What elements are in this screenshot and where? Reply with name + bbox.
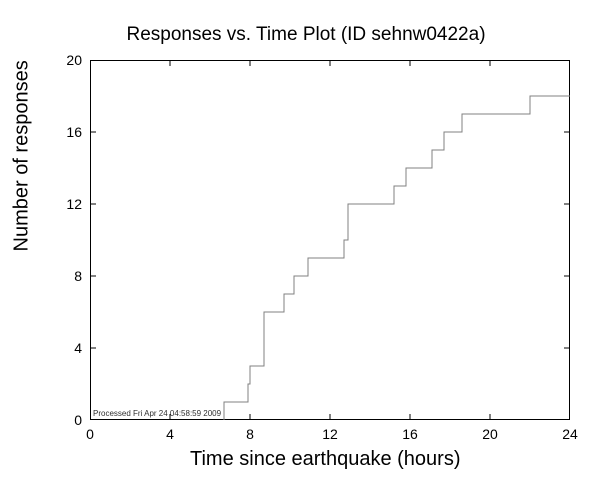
x-tick-label: 4: [155, 426, 185, 442]
x-tick-label: 0: [75, 426, 105, 442]
chart-svg: [90, 60, 570, 420]
y-axis-label: Number of responses: [11, 232, 34, 252]
data-line: [224, 96, 570, 420]
x-tick-label: 12: [315, 426, 345, 442]
x-tick-label: 20: [475, 426, 505, 442]
x-tick-label: 8: [235, 426, 265, 442]
x-axis-label: Time since earthquake (hours): [190, 448, 461, 471]
chart-title: Responses vs. Time Plot (ID sehnw0422a): [0, 24, 612, 46]
plot-area: [90, 60, 570, 420]
footnote: Processed Fri Apr 24 04:58:59 2009: [93, 409, 221, 418]
y-tick-label: 16: [66, 124, 82, 140]
chart-container: Responses vs. Time Plot (ID sehnw0422a) …: [0, 0, 612, 504]
y-tick-label: 12: [66, 196, 82, 212]
y-tick-label: 8: [74, 268, 82, 284]
y-tick-label: 20: [66, 52, 82, 68]
x-tick-label: 24: [555, 426, 585, 442]
y-tick-label: 4: [74, 340, 82, 356]
x-tick-label: 16: [395, 426, 425, 442]
